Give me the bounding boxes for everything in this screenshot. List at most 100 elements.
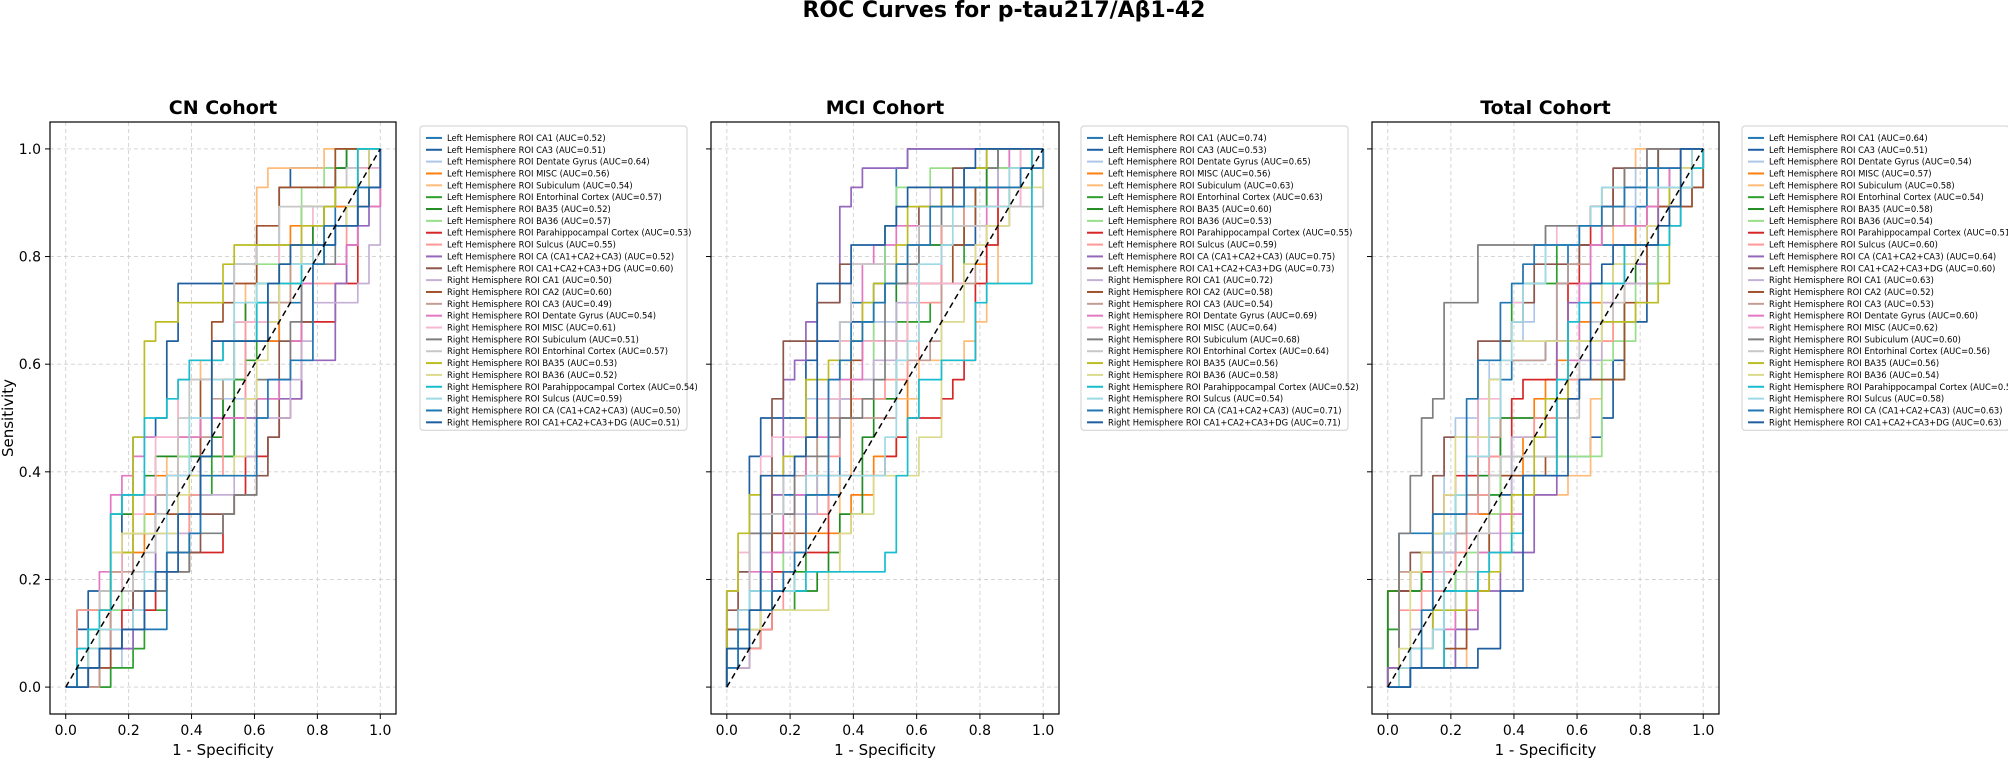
chance-diagonal [726,148,1044,688]
legend-entry: Left Hemisphere ROI CA (CA1+CA2+CA3) (AU… [1108,251,1335,261]
legend-entry: Left Hemisphere ROI BA36 (AUC=0.54) [1769,216,1933,226]
legend-entry: Left Hemisphere ROI MISC (AUC=0.56) [447,168,610,178]
legend-frame [1741,125,2008,431]
legend-entry: Left Hemisphere ROI Entorhinal Cortex (A… [447,192,662,202]
legend-entry: Right Hemisphere ROI MISC (AUC=0.64) [1108,323,1277,333]
legend-entry: Left Hemisphere ROI Sulcus (AUC=0.55) [447,240,616,250]
legend-frame [419,125,688,431]
x-tick-label: 0.8 [306,723,328,739]
legend-entry: Right Hemisphere ROI Sulcus (AUC=0.54) [1108,394,1283,404]
x-tick-label: 0.6 [243,723,265,739]
x-tick-label: 0.6 [1566,723,1588,739]
legend-frame [1080,125,1349,431]
legend-entry: Left Hemisphere ROI CA3 (AUC=0.51) [447,145,606,155]
legend-entry: Right Hemisphere ROI CA1 (AUC=0.72) [1108,275,1273,285]
legend-entry: Right Hemisphere ROI CA2 (AUC=0.60) [447,287,612,297]
legend-entry: Left Hemisphere ROI Parahippocampal Cort… [1769,228,2008,238]
legend-entry: Right Hemisphere ROI Sulcus (AUC=0.58) [1769,394,1944,404]
legend-entry: Left Hemisphere ROI Dentate Gyrus (AUC=0… [447,157,650,167]
y-tick-label: 0.0 [19,680,41,696]
y-tick-label: 1.0 [19,142,41,158]
panel-3: 0.0 0.2 0.4 0.6 0.8 1.0 Total Cohort 1 - Specif… [1367,97,2008,759]
legend: Left Hemisphere ROI CA1 (AUC=0.64) Left H… [1741,125,2008,431]
chance-diagonal [1387,148,1704,688]
legend-entry: Right Hemisphere ROI Entorhinal Cortex (… [1108,346,1329,356]
legend-entry: Right Hemisphere ROI MISC (AUC=0.62) [1769,323,1938,333]
x-tick-label: 0.6 [906,723,928,739]
legend-entry: Left Hemisphere ROI CA1 (AUC=0.64) [1769,133,1928,143]
legend-entry: Right Hemisphere ROI BA35 (AUC=0.56) [1108,358,1278,368]
legend-entry: Left Hemisphere ROI MISC (AUC=0.57) [1769,168,1932,178]
chance-diagonal [65,148,381,688]
y-tick-label: 0.2 [19,572,41,588]
legend-entry: Right Hemisphere ROI CA2 (AUC=0.58) [1108,287,1273,297]
panel-1: 0.0 0.2 0.4 0.6 0.8 1.0 0.0 0.2 0.4 0.6 0.8 1.0 CN C… [0,97,698,759]
legend-entry: Right Hemisphere ROI BA35 (AUC=0.53) [447,358,617,368]
legend-entry: Right Hemisphere ROI Dentate Gyrus (AUC=… [1108,311,1317,321]
legend-entry: Left Hemisphere ROI BA35 (AUC=0.52) [447,204,611,214]
x-tick-label: 0.4 [1503,723,1525,739]
legend-entry: Left Hemisphere ROI Subiculum (AUC=0.54) [447,180,633,190]
roc-curve-25 [1387,148,1704,688]
figure-title: ROC Curves for p-tau217/Aβ1-42 [802,0,1206,23]
legend-entry: Right Hemisphere ROI BA35 (AUC=0.56) [1769,358,1939,368]
legend-entry: Right Hemisphere ROI CA2 (AUC=0.52) [1769,287,1934,297]
x-tick-label: 1.0 [1692,723,1714,739]
legend-entry: Right Hemisphere ROI Parahippocampal Cor… [447,382,698,392]
legend-entry: Right Hemisphere ROI MISC (AUC=0.61) [447,323,616,333]
x-tick-label: 0.2 [118,723,140,739]
legend-entry: Left Hemisphere ROI Sulcus (AUC=0.60) [1769,240,1938,250]
legend: Left Hemisphere ROI CA1 (AUC=0.74) Left H… [1080,125,1359,431]
x-tick-label: 1.0 [369,723,391,739]
legend-entry: Left Hemisphere ROI CA1+CA2+CA3+DG (AUC=… [1769,263,1995,273]
legend-entry: Left Hemisphere ROI Subiculum (AUC=0.63) [1108,180,1294,190]
legend-entry: Left Hemisphere ROI Dentate Gyrus (AUC=0… [1769,157,1972,167]
x-tick-label: 0.0 [55,723,77,739]
legend-entry: Left Hemisphere ROI CA (CA1+CA2+CA3) (AU… [1769,251,1996,261]
legend-entry: Right Hemisphere ROI BA36 (AUC=0.58) [1108,370,1278,380]
roc-curve-25 [65,148,382,688]
legend-entry: Right Hemisphere ROI Entorhinal Cortex (… [1769,346,1990,356]
legend-entry: Right Hemisphere ROI Sulcus (AUC=0.59) [447,394,622,404]
panel-2: 0.0 0.2 0.4 0.6 0.8 1.0 MCI Cohort 1 - Specific… [706,97,1359,759]
y-axis-label: Sensitivity [0,379,17,457]
legend-entry: Right Hemisphere ROI Dentate Gyrus (AUC=… [1769,311,1978,321]
legend-entry: Right Hemisphere ROI CA1+CA2+CA3+DG (AUC… [1108,417,1341,427]
legend-entry: Left Hemisphere ROI Parahippocampal Cort… [1108,228,1352,238]
legend-entry: Right Hemisphere ROI BA36 (AUC=0.54) [1769,370,1939,380]
x-axis-label: 1 - Specificity [834,741,936,759]
legend-entry: Right Hemisphere ROI Parahippocampal Cor… [1769,382,2008,392]
legend-entry: Left Hemisphere ROI Dentate Gyrus (AUC=0… [1108,157,1311,167]
legend-entry: Left Hemisphere ROI BA36 (AUC=0.57) [447,216,611,226]
roc-curve-25 [725,148,1044,688]
legend-entry: Left Hemisphere ROI CA1 (AUC=0.74) [1108,133,1267,143]
legend-entry: Right Hemisphere ROI CA3 (AUC=0.53) [1769,299,1934,309]
legend-entry: Right Hemisphere ROI Entorhinal Cortex (… [447,346,668,356]
legend-entry: Right Hemisphere ROI Subiculum (AUC=0.60… [1769,334,1961,344]
roc-curve-24 [725,148,1045,688]
legend-entry: Left Hemisphere ROI Entorhinal Cortex (A… [1108,192,1323,202]
x-tick-label: 0.2 [1440,723,1462,739]
legend-entry: Left Hemisphere ROI Parahippocampal Cort… [447,228,691,238]
legend-entry: Right Hemisphere ROI CA (CA1+CA2+CA3) (A… [1769,405,2003,415]
legend-entry: Right Hemisphere ROI CA (CA1+CA2+CA3) (A… [1108,405,1342,415]
legend-entry: Left Hemisphere ROI CA1+CA2+CA3+DG (AUC=… [447,263,673,273]
roc-curve-23 [1387,148,1704,688]
roc-curve-21 [725,148,1045,688]
x-tick-label: 0.4 [180,723,202,739]
x-axis-label: 1 - Specificity [172,741,274,759]
y-tick-label: 0.4 [19,465,41,481]
x-tick-label: 0.8 [1629,723,1651,739]
x-tick-label: 0.2 [779,723,801,739]
legend-entry: Right Hemisphere ROI Parahippocampal Cor… [1108,382,1359,392]
roc-curve-19 [725,148,1045,688]
legend-entry: Right Hemisphere ROI Subiculum (AUC=0.51… [447,334,639,344]
legend-entry: Right Hemisphere ROI CA3 (AUC=0.49) [447,299,612,309]
legend-entry: Left Hemisphere ROI Sulcus (AUC=0.59) [1108,240,1277,250]
roc-curve-24 [1387,148,1704,688]
legend-entry: Right Hemisphere ROI CA1 (AUC=0.50) [447,275,612,285]
legend-entry: Left Hemisphere ROI CA (CA1+CA2+CA3) (AU… [447,251,674,261]
legend-entry: Left Hemisphere ROI CA3 (AUC=0.51) [1769,145,1928,155]
legend-entry: Left Hemisphere ROI BA35 (AUC=0.58) [1769,204,1933,214]
